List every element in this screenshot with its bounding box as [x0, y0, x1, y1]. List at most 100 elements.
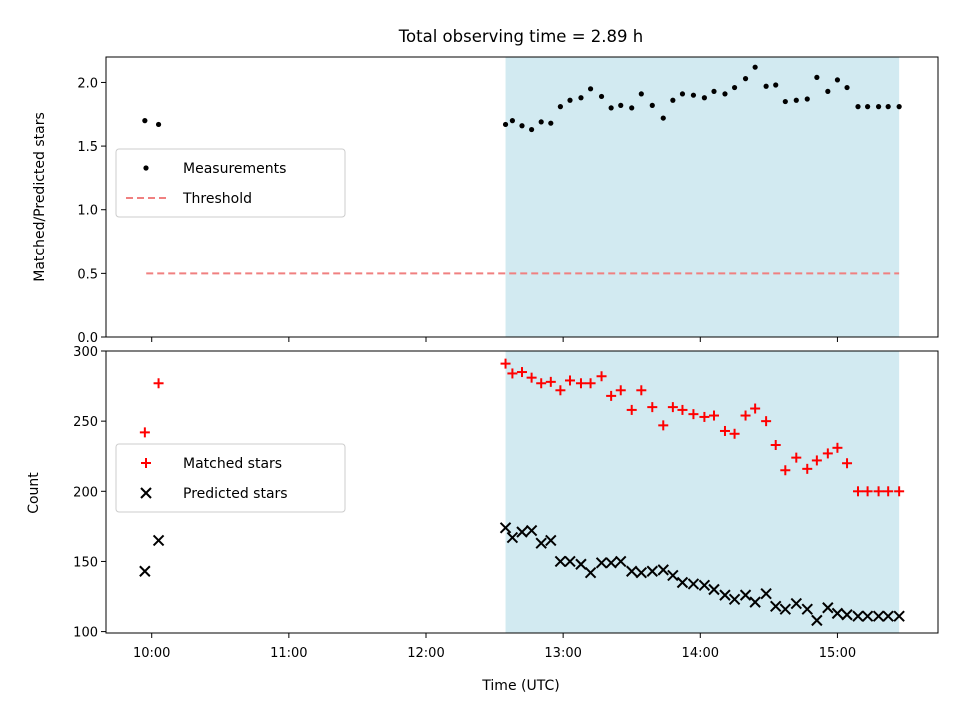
legend-handle: [140, 487, 152, 499]
data-point: [677, 404, 688, 415]
plot-frame: [105, 350, 939, 634]
data-point: [636, 385, 647, 396]
data-point: [750, 403, 761, 414]
data-point: [587, 86, 594, 92]
data-point: [699, 411, 710, 422]
data-point: [831, 607, 844, 620]
data-point: [649, 102, 655, 108]
legend-handle: [141, 458, 151, 468]
x-tick-label: 10:00: [133, 646, 170, 661]
data-point: [529, 126, 535, 133]
x-tick-label: 12:00: [407, 646, 444, 661]
data-point: [749, 596, 761, 608]
data-point: [780, 465, 791, 476]
data-point: [719, 425, 730, 436]
data-point: [679, 91, 686, 97]
plot-frame: [105, 56, 939, 338]
data-point: [596, 371, 607, 382]
data-point: [608, 105, 614, 111]
data-point: [595, 557, 608, 569]
data-point: [793, 97, 799, 103]
data-point: [598, 93, 605, 100]
data-point: [635, 566, 648, 579]
legend-label: Predicted stars: [183, 486, 288, 502]
data-point: [626, 565, 638, 577]
y-tick-label: 0.0: [77, 331, 98, 346]
data-point: [842, 458, 853, 469]
data-point: [763, 83, 769, 89]
legend-label: Matched stars: [183, 456, 282, 472]
data-point: [657, 564, 669, 576]
data-point: [605, 557, 617, 569]
data-point: [506, 531, 519, 544]
y-tick-label: 1.5: [77, 140, 98, 155]
data-point: [500, 358, 511, 369]
data-point: [615, 555, 627, 568]
data-point: [822, 448, 833, 459]
data-point: [822, 602, 834, 614]
data-point: [606, 390, 617, 401]
data-point: [142, 118, 148, 124]
data-point: [770, 600, 782, 613]
data-point: [152, 534, 165, 547]
data-point: [688, 409, 699, 420]
data-point: [676, 576, 689, 589]
data-point: [499, 522, 512, 534]
y-tick-label: 200: [73, 485, 98, 500]
data-point: [814, 74, 820, 80]
data-point: [626, 404, 637, 415]
y-tick-label: 250: [73, 415, 98, 430]
data-point: [773, 82, 779, 88]
data-point: [575, 558, 587, 570]
data-point: [509, 118, 515, 124]
data-point: [638, 91, 644, 97]
data-point: [615, 385, 626, 396]
data-point: [894, 486, 905, 497]
count-panel: 100 150 200 250 300 10:00 11:00 12:00 13:00 14:00…: [26, 345, 939, 661]
data-point: [760, 588, 772, 600]
y-tick-label: 150: [73, 555, 98, 570]
y-tick-label: 0.5: [77, 267, 98, 282]
data-point: [525, 524, 538, 537]
data-point: [841, 609, 853, 621]
data-point: [557, 104, 564, 110]
data-point: [882, 610, 894, 622]
data-point: [519, 123, 525, 129]
data-point: [658, 420, 669, 431]
data-point: [862, 486, 873, 497]
data-point: [844, 84, 850, 91]
data-point: [761, 416, 772, 427]
data-point: [564, 555, 576, 568]
chart-title: Total observing time = 2.89 h: [398, 27, 643, 46]
data-point: [709, 410, 720, 421]
observing-span: [505, 351, 900, 633]
data-point: [779, 603, 792, 615]
data-point: [629, 105, 635, 111]
data-point: [708, 583, 720, 596]
data-point: [536, 378, 547, 389]
data-point: [538, 119, 544, 125]
data-point: [555, 385, 566, 396]
x-tick-label: 14:00: [682, 646, 719, 661]
data-point: [507, 368, 518, 379]
count-panel-legend: Matched stars Predicted stars: [115, 443, 346, 513]
data-point: [865, 104, 871, 110]
data-point: [545, 534, 557, 547]
data-point: [893, 610, 905, 622]
legend-handle: [143, 165, 149, 171]
data-point: [647, 402, 658, 413]
data-point: [752, 64, 758, 70]
data-point: [139, 427, 150, 438]
data-point: [711, 88, 717, 94]
data-point: [873, 486, 884, 497]
data-point: [526, 372, 537, 383]
data-point: [855, 104, 861, 110]
data-point: [554, 555, 567, 568]
data-point: [646, 565, 658, 577]
data-point: [731, 84, 738, 91]
data-point: [575, 378, 586, 389]
y-tick-label: 1.0: [77, 204, 98, 219]
data-point: [155, 121, 162, 128]
data-point: [139, 565, 151, 577]
